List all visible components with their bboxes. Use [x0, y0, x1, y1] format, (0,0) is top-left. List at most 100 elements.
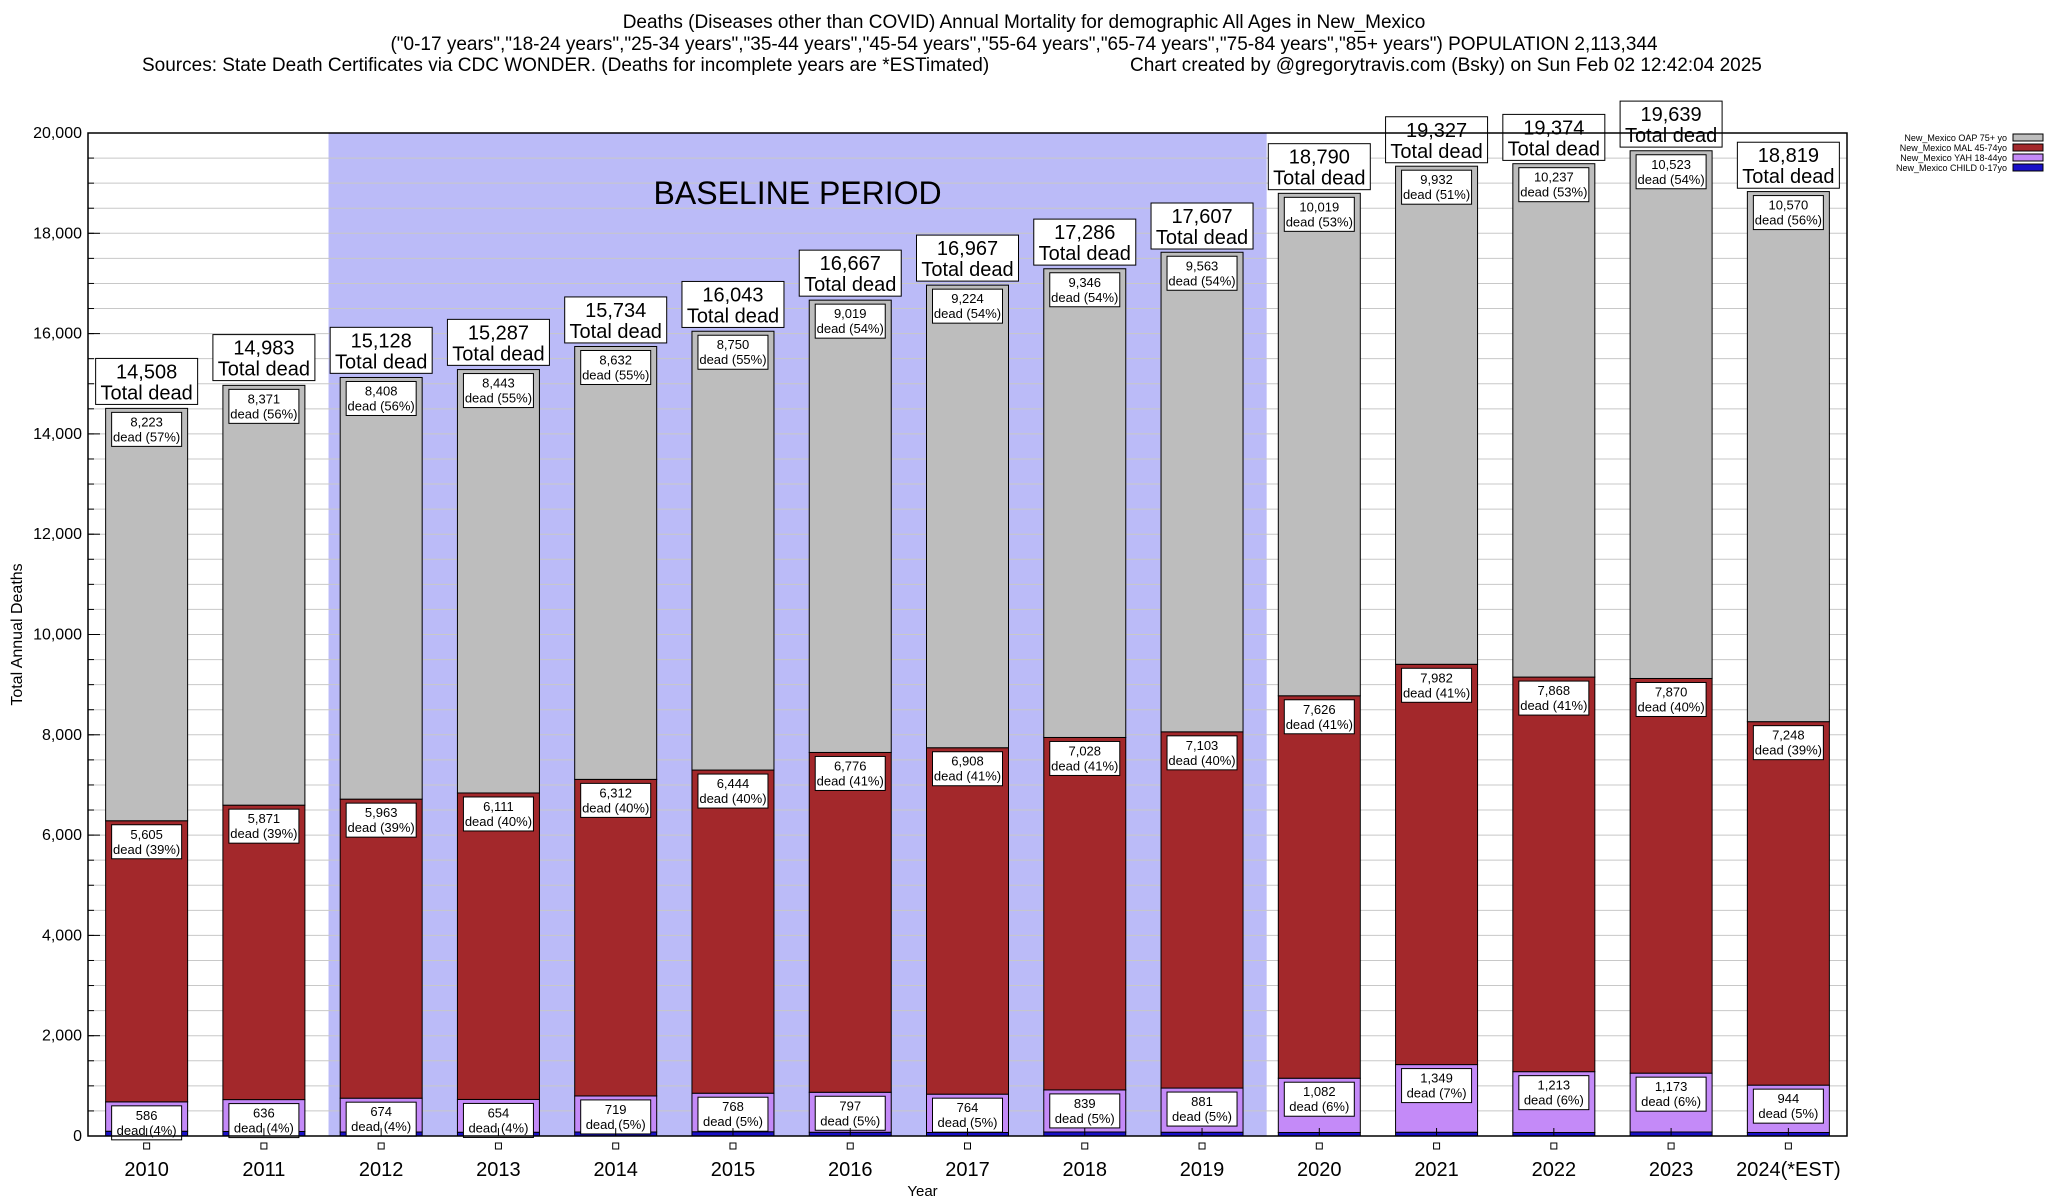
bar-segment — [1160, 731, 1244, 1089]
segment-label-box — [932, 288, 1003, 324]
y-tick-label: 6,000 — [42, 827, 82, 844]
legend-swatch — [2012, 133, 2044, 142]
segment-label-box — [1049, 740, 1121, 776]
segment-percent-label: dead (41%) — [1286, 717, 1353, 732]
total-label-box — [1150, 202, 1254, 250]
segment-percent-label: dead (5%) — [586, 1117, 646, 1132]
segment-percent-label: dead (40%) — [699, 791, 766, 806]
segment-value-label: 7,982 — [1420, 670, 1453, 685]
bar-segment — [1512, 676, 1596, 1073]
segment-value-label: 10,019 — [1299, 199, 1339, 214]
x-marker — [1784, 1142, 1792, 1150]
x-marker — [143, 1142, 151, 1150]
x-marker — [1550, 1142, 1558, 1150]
y-tick-label: 14,000 — [33, 426, 82, 443]
legend-swatch — [2012, 163, 2044, 172]
segment-percent-label: dead (53%) — [1286, 214, 1353, 229]
segment-value-label: 8,443 — [482, 376, 515, 391]
segment-value-label: 7,103 — [1186, 738, 1219, 753]
segment-value-label: 768 — [722, 1099, 744, 1114]
segment-value-label: 8,371 — [248, 391, 281, 406]
segment-percent-label: dead (5%) — [1758, 1106, 1818, 1121]
segment-value-label: 5,605 — [130, 827, 163, 842]
segment-percent-label: dead (54%) — [1168, 273, 1235, 288]
total-label-box — [446, 318, 550, 366]
chart-subtitle: ("0-17 years","18-24 years","25-34 years… — [390, 34, 1658, 55]
bar-segment — [1512, 163, 1596, 678]
bar-segment — [105, 407, 189, 822]
total-label-box — [1619, 100, 1723, 148]
chart-credit: Chart created by @gregorytravis.com (Bsk… — [1130, 55, 1762, 76]
segment-percent-label: dead (54%) — [1051, 290, 1118, 305]
y-tick-label: 2,000 — [42, 1028, 82, 1045]
segment-value-label: 9,563 — [1186, 258, 1219, 273]
segment-value-label: 9,932 — [1420, 172, 1453, 187]
segment-percent-label: dead (39%) — [113, 842, 180, 857]
total-suffix-label: Total dead — [1742, 166, 1834, 188]
segment-percent-label: dead (5%) — [938, 1115, 998, 1130]
segment-value-label: 7,248 — [1772, 728, 1805, 743]
total-label-box — [798, 249, 902, 297]
total-value-label: 18,790 — [1289, 147, 1350, 169]
segment-value-label: 10,237 — [1534, 170, 1574, 185]
segment-value-label: 5,963 — [365, 805, 398, 820]
segment-label-box — [462, 796, 534, 832]
segment-percent-label: dead (5%) — [1055, 1111, 1115, 1126]
legend-label: New_Mexico YAH 18-44yo — [1900, 153, 2007, 163]
bar-segment — [1160, 251, 1244, 733]
bar-segment — [1629, 677, 1713, 1074]
total-suffix-label: Total dead — [570, 321, 662, 343]
total-suffix-label: Total dead — [452, 343, 544, 365]
segment-percent-label: dead (40%) — [465, 814, 532, 829]
segment-label-box — [814, 1095, 886, 1131]
bar-segment — [574, 345, 658, 780]
bar-segment — [1746, 721, 1830, 1086]
segment-value-label: 7,626 — [1303, 702, 1336, 717]
x-tick-label: 2014 — [593, 1159, 638, 1181]
y-tick-label: 16,000 — [33, 326, 82, 343]
bar-segment — [456, 369, 540, 794]
total-suffix-label: Total dead — [687, 305, 779, 327]
total-value-label: 19,374 — [1523, 117, 1584, 139]
total-value-label: 17,607 — [1171, 206, 1232, 228]
segment-value-label: 9,346 — [1068, 275, 1101, 290]
segment-percent-label: dead (53%) — [1520, 185, 1587, 200]
segment-label-box — [1401, 667, 1473, 703]
segment-label-box — [697, 773, 769, 809]
segment-value-label: 8,750 — [717, 337, 750, 352]
x-marker — [1667, 1142, 1675, 1150]
total-suffix-label: Total dead — [1390, 141, 1482, 163]
segment-percent-label: dead (54%) — [1637, 172, 1704, 187]
chart-title: Deaths (Diseases other than COVID) Annua… — [622, 12, 1426, 33]
segment-percent-label: dead (51%) — [1403, 187, 1470, 202]
legend-label: New_Mexico CHILD 0-17yo — [1896, 163, 2007, 173]
segment-value-label: 7,028 — [1068, 743, 1101, 758]
segment-value-label: 8,408 — [365, 383, 398, 398]
segment-value-label: 6,312 — [599, 785, 632, 800]
segment-label-box — [462, 373, 534, 409]
segment-value-label: 1,349 — [1420, 1071, 1453, 1086]
y-axis-label: Total Annual Deaths — [9, 563, 26, 705]
segment-label-box — [814, 755, 886, 791]
total-value-label: 17,286 — [1054, 222, 1115, 244]
y-tick-label: 0 — [73, 1128, 82, 1145]
x-tick-label: 2024(*EST) — [1736, 1159, 1841, 1181]
x-marker — [1315, 1142, 1323, 1150]
segment-label-box — [1049, 1093, 1121, 1129]
bar-segment — [926, 747, 1009, 1095]
segment-percent-label: dead (41%) — [1403, 685, 1470, 700]
bar-segment — [808, 751, 892, 1093]
segment-percent-label: dead (6%) — [1641, 1094, 1701, 1109]
total-suffix-label: Total dead — [804, 274, 896, 296]
x-marker — [260, 1142, 268, 1150]
total-label-box — [329, 326, 433, 374]
segment-percent-label: dead (41%) — [934, 769, 1001, 784]
segment-value-label: 1,082 — [1303, 1084, 1336, 1099]
segment-label-box — [580, 782, 652, 818]
segment-value-label: 6,908 — [951, 754, 984, 769]
total-label-box — [916, 234, 1019, 282]
bar-segment — [456, 792, 540, 1100]
total-suffix-label: Total dead — [1508, 138, 1600, 160]
segment-label-box — [1283, 699, 1355, 735]
total-label-box — [1736, 141, 1840, 189]
